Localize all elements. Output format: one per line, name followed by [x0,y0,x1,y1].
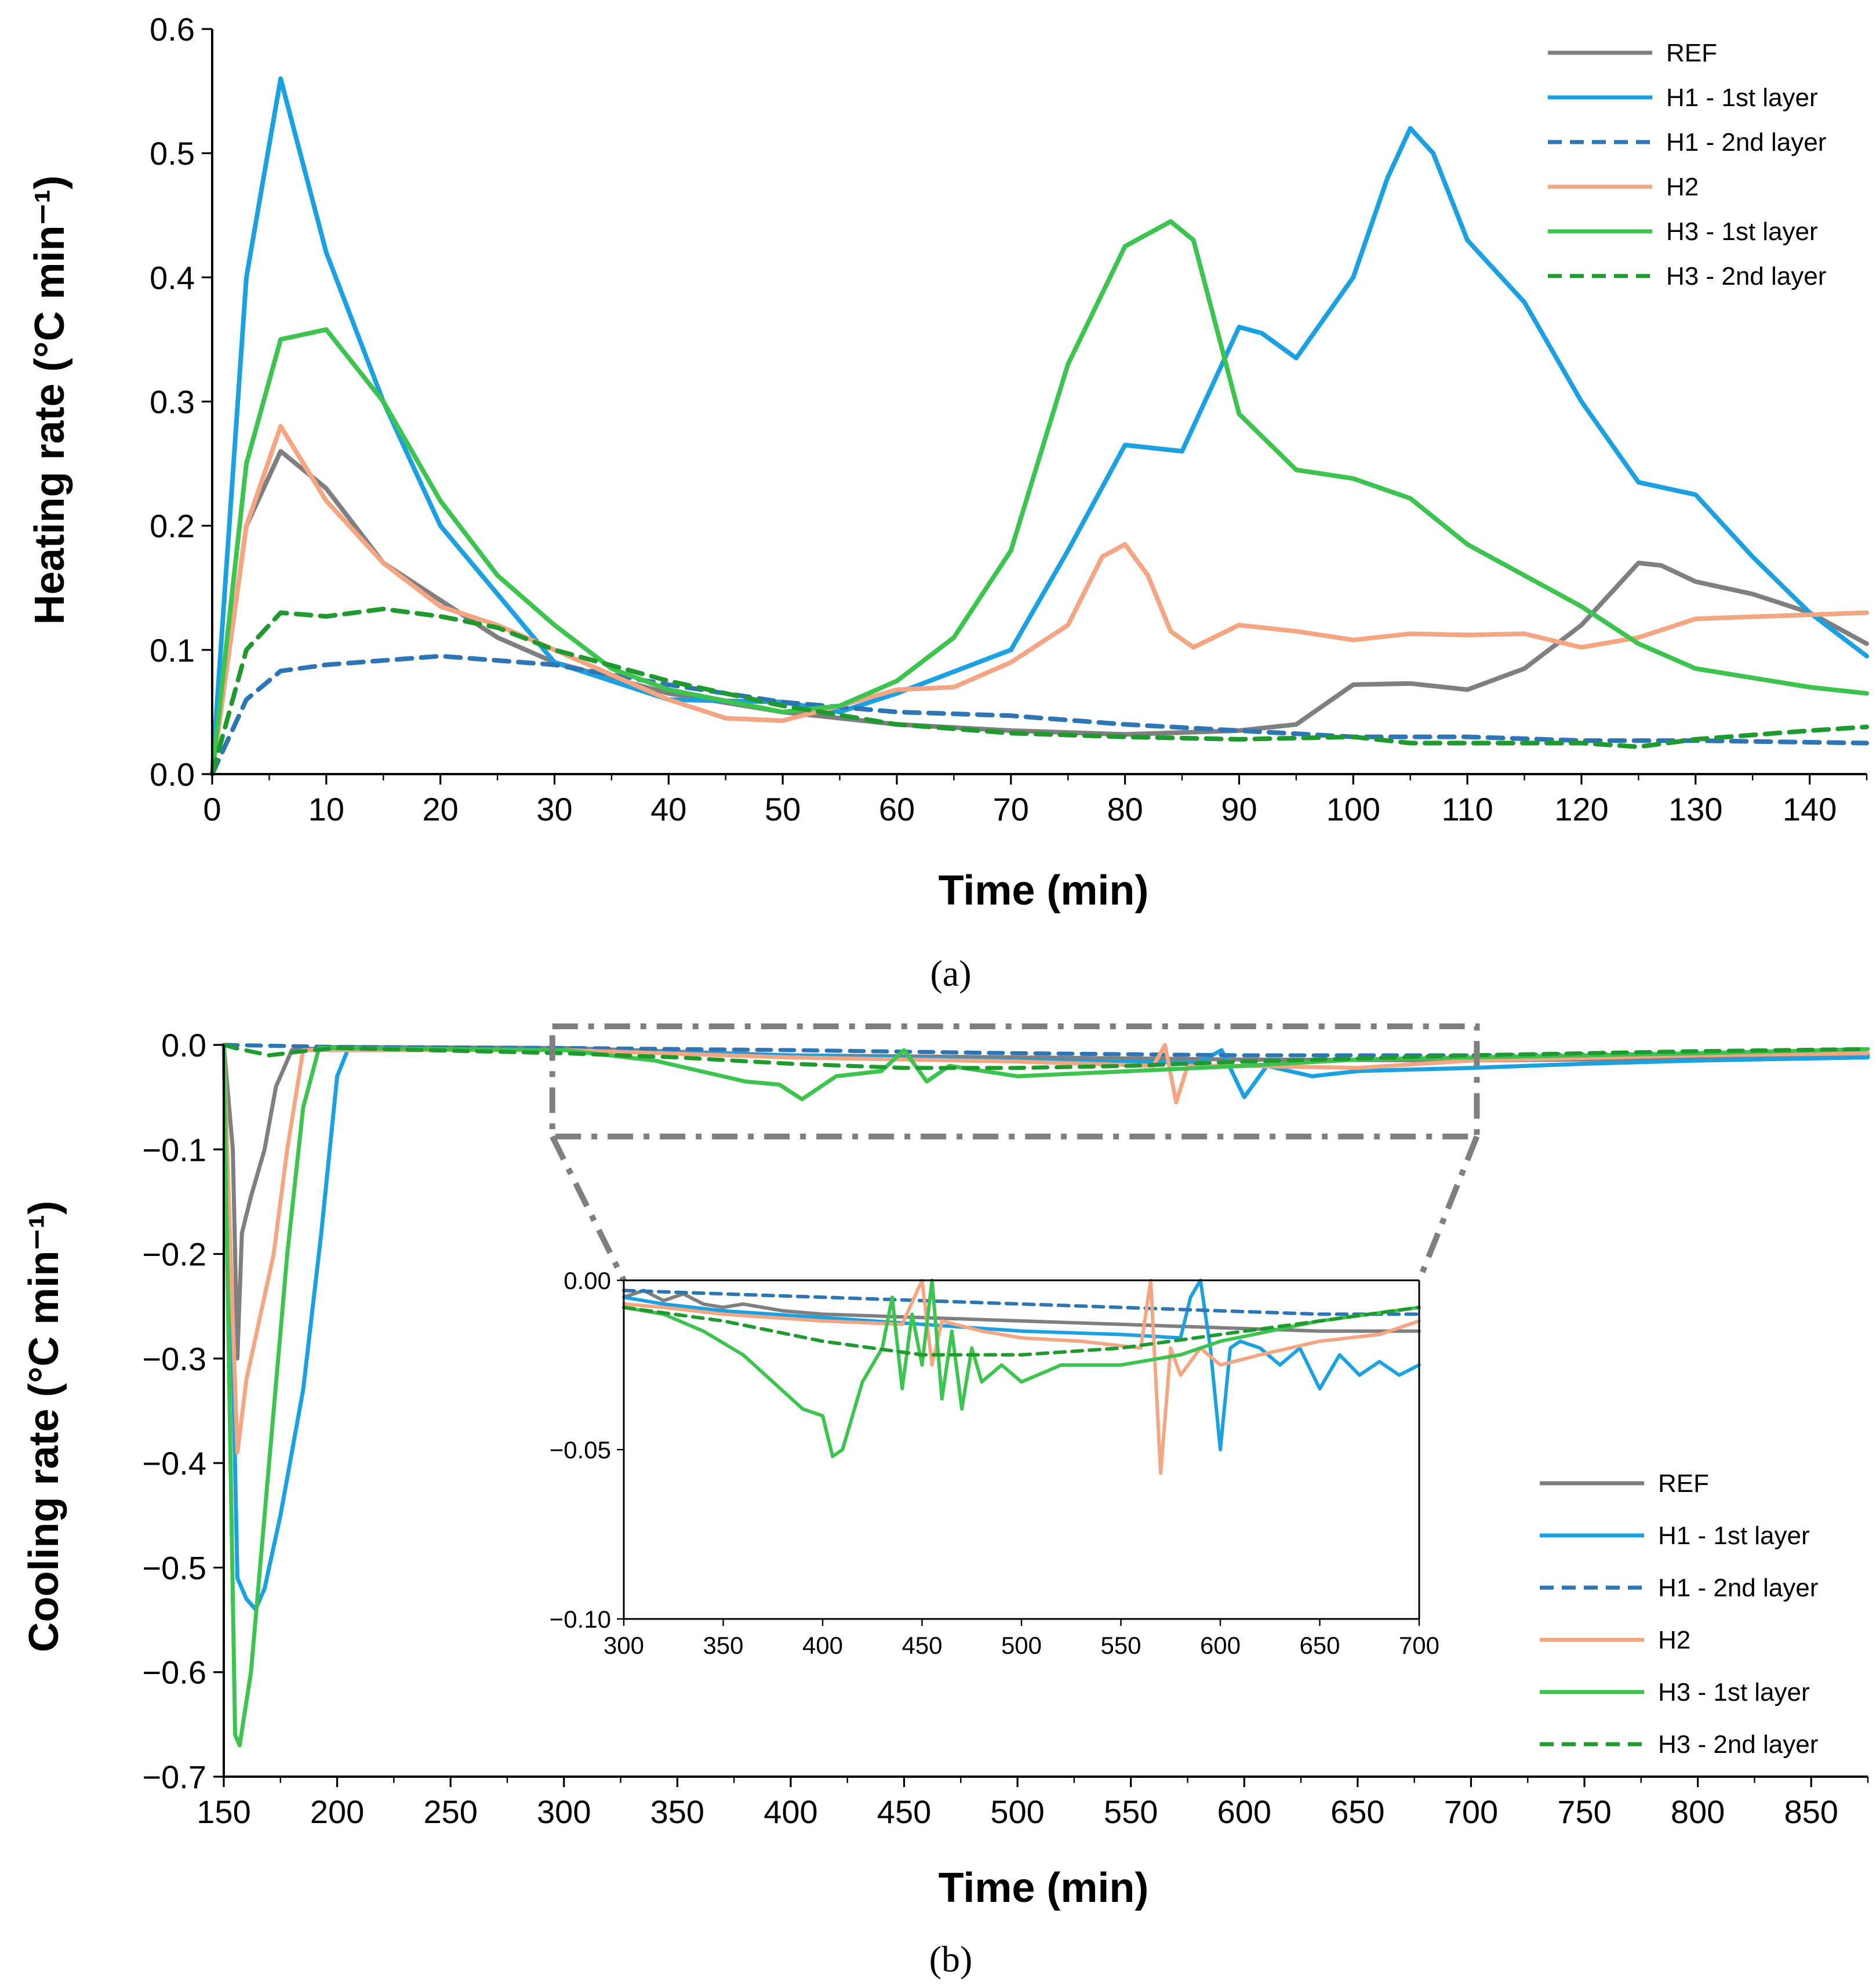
y-tick-label: −0.10 [550,1606,611,1633]
series-line-h1-2nd-layer [210,653,1869,776]
heating-y-axis-title: Heating rate (°C min⁻¹) [27,176,73,625]
cooling-rate-chart: 150 200 250 300 350 400 450 500 550 600 650 700 750 8… [21,1023,1870,1980]
x-tick-label: 700 [1444,1793,1498,1830]
y-tick-label: 0.1 [150,632,195,669]
x-tick-label: 200 [310,1793,364,1830]
series-line-h3-2nd-layer [210,607,1869,776]
x-tick-label: 400 [764,1793,817,1830]
x-tick-label: 0 [203,791,221,827]
legend-label: H3 - 2nd layer [1666,262,1826,291]
y-tick-label: 0.6 [150,11,195,48]
x-tick-label: 70 [993,791,1029,827]
x-tick-label: 10 [308,791,344,827]
legend-label: H3 - 1st layer [1666,217,1818,246]
legend-label: H2 [1666,173,1699,201]
legend-label: H2 [1658,1626,1690,1654]
x-tick-label: 60 [879,791,915,827]
series-line-h3-1st-layer [210,219,1869,776]
cooling-x-axis-title: Time (min) [939,1865,1149,1911]
y-tick-label: 0.00 [563,1267,611,1294]
zoom-indicator [549,1023,1480,1282]
x-tick-label: 250 [423,1793,477,1830]
heating-rate-chart: 0 10 20 30 40 50 60 70 80 90 100 110 120 130 140 0.0 0.1… [27,11,1869,994]
legend-label: H1 - 2nd layer [1658,1574,1818,1602]
x-tick-label: 700 [1399,1632,1439,1659]
series-line-h1-2nd-layer [622,1288,1421,1316]
y-tick-label: 0.0 [150,756,195,793]
y-tick-label: 0.0 [161,1027,206,1063]
legend-label: H1 - 1st layer [1658,1522,1810,1550]
cooling-y-axis-title: Cooling rate (°C min⁻¹) [21,1201,67,1653]
y-tick-label: −0.2 [142,1236,206,1273]
y-tick-label: 0.5 [150,135,195,172]
y-tick-label: 0.2 [150,508,195,544]
x-tick-label: 500 [1001,1632,1042,1659]
y-tick-label: 0.4 [150,259,195,296]
y-tick-label: −0.7 [142,1759,206,1795]
x-tick-label: 650 [1330,1793,1384,1830]
x-tick-label: 90 [1221,791,1257,827]
x-tick-label: 300 [603,1632,644,1659]
y-tick-label: −0.6 [142,1654,206,1691]
heating-legend: REF H1 - 1st layer H1 - 2nd layer H2 H3 - 1s… [1548,39,1826,291]
zoom-box [549,1023,1480,1139]
series-line-ref [622,1288,1421,1333]
x-tick-label: 500 [990,1793,1044,1830]
x-tick-label: 850 [1784,1793,1838,1830]
heating-x-axis-title: Time (min) [939,867,1149,914]
series-line-h3-2nd-layer [622,1305,1421,1357]
series-line-h1-1st-layer [210,76,1869,776]
legend-label: H3 - 1st layer [1658,1678,1810,1707]
cooling-series-group [221,1043,1870,1748]
x-tick-label: 80 [1107,791,1143,827]
panel-b-caption: (b) [929,1938,973,1980]
cooling-legend: REF H1 - 1st layer H1 - 2nd layer H2 H3 - 1s… [1540,1469,1818,1759]
y-tick-label: −0.05 [550,1436,611,1464]
inset-chart: 300 350 400 450 500 550 600 650 700 0.00 −0.05 −0.1… [550,1267,1439,1659]
x-tick-label: 600 [1217,1793,1271,1830]
y-tick-label: −0.3 [142,1341,206,1377]
x-tick-label: 100 [1326,791,1380,827]
x-tick-label: 50 [765,791,801,827]
x-tick-label: 110 [1441,791,1493,827]
zoom-connector-right [1416,1135,1480,1281]
x-tick-label: 130 [1668,791,1722,827]
legend-label: REF [1658,1469,1709,1498]
y-tick-label: −0.5 [142,1549,206,1586]
heating-series-group [210,76,1869,776]
x-tick-label: 300 [537,1793,591,1830]
x-tick-label: 140 [1783,791,1837,827]
series-line-h3-1st-layer [622,1279,1421,1458]
y-tick-label: 0.3 [150,384,195,420]
x-tick-label: 40 [650,791,686,827]
panel-a-caption: (a) [930,953,971,994]
series-line-h2 [221,1043,1870,1455]
series-line-h2 [622,1279,1421,1475]
legend-label: REF [1666,39,1717,67]
legend-label: H3 - 2nd layer [1658,1730,1818,1759]
x-tick-label: 650 [1299,1632,1340,1659]
x-tick-label: 600 [1200,1632,1241,1659]
x-tick-label: 20 [423,791,459,827]
legend-label: H1 - 2nd layer [1666,128,1826,157]
x-tick-label: 750 [1557,1793,1611,1830]
x-tick-label: 450 [877,1793,931,1830]
x-tick-label: 450 [901,1632,942,1659]
series-line-h3-1st-layer [221,1043,1870,1748]
y-tick-label: −0.4 [142,1445,206,1482]
x-tick-label: 150 [197,1793,250,1830]
x-tick-label: 350 [703,1632,743,1659]
series-line-h3-2nd-layer [221,1043,1870,1070]
x-tick-label: 800 [1671,1793,1725,1830]
x-tick-label: 30 [536,791,572,827]
y-tick-label: −0.1 [142,1131,206,1168]
series-line-h2 [210,424,1869,776]
x-tick-label: 350 [650,1793,704,1830]
legend-label: H1 - 1st layer [1666,83,1818,112]
x-tick-label: 550 [1104,1793,1158,1830]
x-tick-label: 120 [1554,791,1608,827]
x-tick-label: 400 [802,1632,843,1659]
x-tick-label: 550 [1100,1632,1141,1659]
